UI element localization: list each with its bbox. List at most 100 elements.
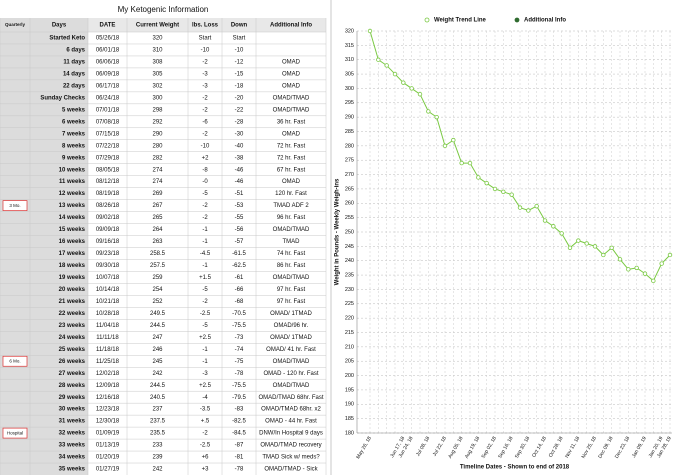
table-cell: 09/30/18 [96, 263, 120, 269]
days-cell: 17 weeks [59, 251, 86, 257]
table-cell: -2 [202, 299, 208, 305]
days-cell: 21 weeks [59, 299, 86, 305]
table-cell: -62.5 [232, 263, 246, 269]
table-cell: -66 [235, 287, 244, 293]
data-point [426, 109, 431, 114]
y-tick-label: 300 [345, 86, 354, 92]
table-cell: OMAD [282, 71, 301, 77]
y-tick-label: 255 [345, 215, 354, 221]
table-cell: -6 [202, 119, 208, 125]
table-cell: 247 [152, 335, 163, 341]
table-cell: -1 [202, 347, 208, 353]
y-tick-label: 220 [345, 316, 354, 322]
y-tick-label: 245 [345, 244, 354, 250]
days-cell: 23 weeks [59, 323, 86, 329]
days-cell: 25 weeks [59, 347, 86, 353]
table-cell: 237 [152, 407, 163, 413]
table-cell: 12/30/18 [96, 419, 120, 425]
table-cell: 72 hr. Fast [277, 143, 306, 149]
data-point [409, 86, 414, 91]
table-cell: OMAD/ 1TMAD [270, 335, 312, 341]
table-cell: -51 [235, 191, 244, 197]
x-tick-label: Nov 11, 18 [564, 435, 581, 459]
days-cell: 24 weeks [59, 335, 86, 341]
y-tick-label: 305 [345, 72, 354, 78]
table-cell: 06/24/18 [96, 95, 120, 101]
table-cell: -10 [235, 48, 244, 54]
table-cell: TMAD Sick w/ meds? [262, 455, 320, 461]
table-cell: -5 [202, 287, 208, 293]
table-cell: 269 [152, 191, 163, 197]
table-cell: 97 hr. Fast [277, 299, 306, 305]
table-cell: -28 [235, 119, 244, 125]
table-cell: 249.5 [150, 311, 166, 317]
data-point [559, 231, 564, 236]
table-cell: -73 [235, 335, 244, 341]
data-point [492, 186, 498, 192]
data-point [459, 160, 464, 166]
days-cell: 6 days [66, 48, 85, 54]
sheet-title: My Ketogenic Information [118, 5, 209, 14]
table-cell: 305 [152, 71, 163, 77]
table-cell: 01/20/19 [96, 455, 120, 461]
legend-label: Weight Trend Line [434, 18, 487, 24]
table-cell: OMAD - 120 hr. Fast [263, 371, 318, 377]
days-cell: Started Keto [49, 36, 85, 42]
legend-marker [514, 17, 520, 23]
column-header: lbs. Loss [192, 23, 219, 29]
table-cell: 01/27/19 [96, 467, 120, 473]
table-cell: +2.5 [199, 383, 212, 389]
table-cell: -2 [202, 107, 208, 113]
table-cell: -2 [202, 131, 208, 137]
quarter-label: 3 Mo. [9, 203, 20, 208]
table-cell: 246 [152, 347, 163, 353]
days-cell: 7 weeks [62, 131, 86, 137]
table-cell: -87 [235, 443, 244, 449]
data-point [401, 80, 406, 85]
table-cell: OMAD/TMAD 68hr. x2 [261, 407, 321, 413]
y-tick-label: 230 [345, 287, 354, 293]
data-point [626, 267, 631, 272]
days-cell: 10 weeks [59, 167, 86, 173]
data-point [467, 160, 473, 166]
table-cell: 07/15/18 [96, 131, 120, 137]
table-cell: -40 [235, 143, 244, 149]
table-cell: 07/29/18 [96, 155, 120, 161]
table-cell: -57 [235, 239, 244, 245]
y-tick-label: 295 [345, 100, 354, 106]
table-cell: 12/23/18 [96, 407, 120, 413]
table-cell: -38 [235, 155, 244, 161]
table-cell: 10/14/18 [96, 287, 120, 293]
days-cell: 35 weeks [59, 467, 86, 473]
column-header: Current Weight [136, 23, 179, 29]
table-cell: 09/23/18 [96, 251, 120, 257]
table-cell: TMAD ADF 2 [273, 203, 309, 209]
table-cell: 12/16/18 [96, 395, 120, 401]
table-cell: 282 [152, 155, 163, 161]
table-cell: OMAD/TMAD 68hr. Fast [258, 395, 323, 401]
days-cell: 14 days [63, 71, 86, 77]
table-cell: -10 [201, 143, 210, 149]
y-tick-label: 285 [345, 129, 354, 135]
table-cell: OMAD/ 41 hr. Fast [266, 347, 316, 353]
table-cell: -4.5 [200, 251, 211, 257]
table-cell: +2.5 [199, 335, 212, 341]
table-cell: -30 [235, 131, 244, 137]
table-cell: -46 [235, 167, 244, 173]
table-cell: 235.5 [150, 431, 166, 437]
x-axis-title: Timeline Dates - Shown to end of 2018 [460, 465, 570, 471]
quarter-label: 6 Mo. [9, 358, 20, 363]
table-cell: -20 [235, 95, 244, 101]
table-cell: 308 [152, 60, 163, 66]
legend-label: Additional Info [524, 18, 566, 24]
table-cell: -4 [202, 395, 208, 401]
y-tick-label: 205 [345, 359, 354, 365]
table-cell: 11/25/18 [96, 359, 120, 365]
data-point [392, 71, 398, 77]
table-cell: -68 [235, 299, 244, 305]
x-tick-label: Sep 30, 18 [514, 435, 531, 459]
table-cell: -3 [202, 71, 208, 77]
data-point [651, 278, 656, 284]
table-cell: -5 [202, 323, 208, 329]
table-cell: 08/19/18 [96, 191, 120, 197]
